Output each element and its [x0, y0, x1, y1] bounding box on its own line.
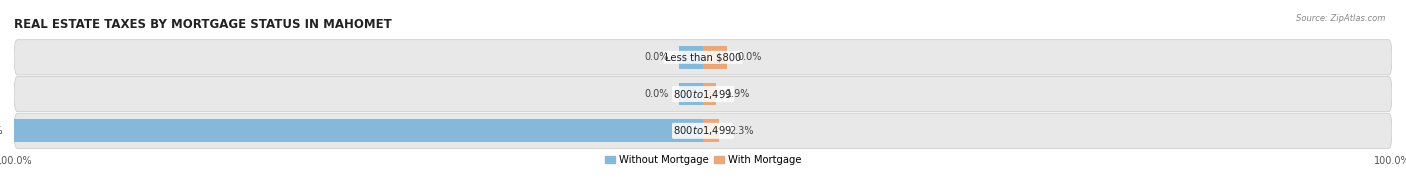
Bar: [679, 46, 703, 69]
FancyBboxPatch shape: [14, 40, 1392, 75]
FancyBboxPatch shape: [14, 76, 1392, 112]
Text: $800 to $1,499: $800 to $1,499: [673, 124, 733, 137]
FancyBboxPatch shape: [14, 113, 1392, 149]
Text: 0.0%: 0.0%: [738, 52, 762, 62]
Bar: [703, 119, 718, 142]
Bar: [703, 46, 727, 69]
Text: 0.0%: 0.0%: [644, 52, 669, 62]
Bar: [14, 119, 703, 142]
Bar: [703, 83, 716, 105]
Text: Source: ZipAtlas.com: Source: ZipAtlas.com: [1295, 14, 1385, 23]
Text: 0.0%: 0.0%: [644, 89, 669, 99]
Text: $800 to $1,499: $800 to $1,499: [673, 88, 733, 101]
Legend: Without Mortgage, With Mortgage: Without Mortgage, With Mortgage: [600, 151, 806, 169]
Text: REAL ESTATE TAXES BY MORTGAGE STATUS IN MAHOMET: REAL ESTATE TAXES BY MORTGAGE STATUS IN …: [14, 18, 392, 31]
Text: 2.3%: 2.3%: [730, 126, 754, 136]
Text: 100.0%: 100.0%: [0, 126, 4, 136]
Text: Less than $800: Less than $800: [665, 52, 741, 62]
Text: 1.9%: 1.9%: [727, 89, 751, 99]
Bar: [679, 83, 703, 105]
